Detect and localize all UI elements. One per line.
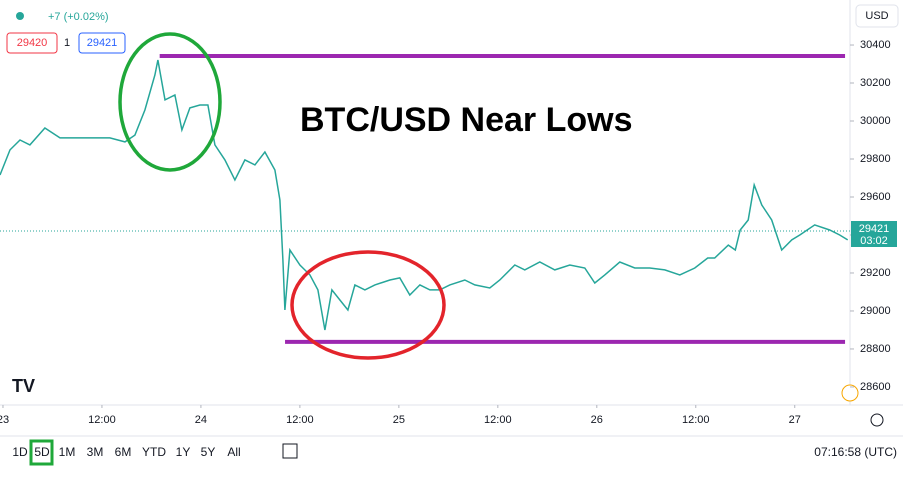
y-tick-label: 30000 xyxy=(860,115,891,127)
clock: 07:16:58 (UTC) xyxy=(814,445,897,459)
range-button[interactable]: 5D xyxy=(34,445,50,459)
range-button[interactable]: 1M xyxy=(59,445,76,459)
range-selected xyxy=(29,439,54,466)
y-tick-label: 30400 xyxy=(860,39,891,51)
range-button[interactable]: All xyxy=(227,445,240,459)
highlight-ellipse xyxy=(290,250,446,360)
bid: 29420 xyxy=(17,37,48,49)
spread: 1 xyxy=(64,37,70,49)
y-tick-label: 29800 xyxy=(860,153,891,165)
price-line xyxy=(0,59,849,331)
settings-icon[interactable] xyxy=(870,413,884,427)
y-tick-label: 29000 xyxy=(860,305,891,317)
x-tick-label: 12:00 xyxy=(88,414,116,426)
calendar-icon[interactable] xyxy=(282,443,298,459)
range-button[interactable]: 1D xyxy=(12,445,28,459)
change: +7 (+0.02%) xyxy=(48,11,109,23)
range-button[interactable]: 6M xyxy=(115,445,132,459)
ask-box xyxy=(78,32,126,54)
x-tick-label: 12:00 xyxy=(484,414,512,426)
y-tick-label: 28600 xyxy=(860,381,891,393)
highlight-ellipse xyxy=(118,32,222,172)
y-tick-label: 28800 xyxy=(860,343,891,355)
countdown: 03:02 xyxy=(860,235,888,247)
range-button[interactable]: 5Y xyxy=(201,445,216,459)
y-tick-label: 30200 xyxy=(860,77,891,89)
x-tick-label: 23 xyxy=(0,414,9,426)
x-tick-label: 12:00 xyxy=(286,414,314,426)
x-tick-label: 25 xyxy=(393,414,405,426)
ask: 29421 xyxy=(87,37,118,49)
status-dot xyxy=(16,12,24,20)
annotation: BTC/USD Near Lows xyxy=(300,101,633,139)
x-tick-label: 12:00 xyxy=(682,414,710,426)
x-tick-label: 24 xyxy=(195,414,207,426)
x-tick-label: 26 xyxy=(591,414,603,426)
last-price: 29421 xyxy=(859,223,890,235)
currency-button[interactable] xyxy=(855,4,899,28)
range-button[interactable]: 3M xyxy=(87,445,104,459)
y-tick-label: 29600 xyxy=(860,191,891,203)
alert-icon[interactable] xyxy=(841,384,859,402)
y-tick-label: 29200 xyxy=(860,267,891,279)
plot xyxy=(0,54,849,344)
last-price-box xyxy=(851,220,897,247)
x-tick-label: 27 xyxy=(789,414,801,426)
logo: TV xyxy=(12,376,35,396)
currency[interactable]: USD xyxy=(865,10,888,22)
range-button[interactable]: YTD xyxy=(142,445,166,459)
range-button[interactable]: 1Y xyxy=(176,445,191,459)
bid-box xyxy=(6,32,58,54)
